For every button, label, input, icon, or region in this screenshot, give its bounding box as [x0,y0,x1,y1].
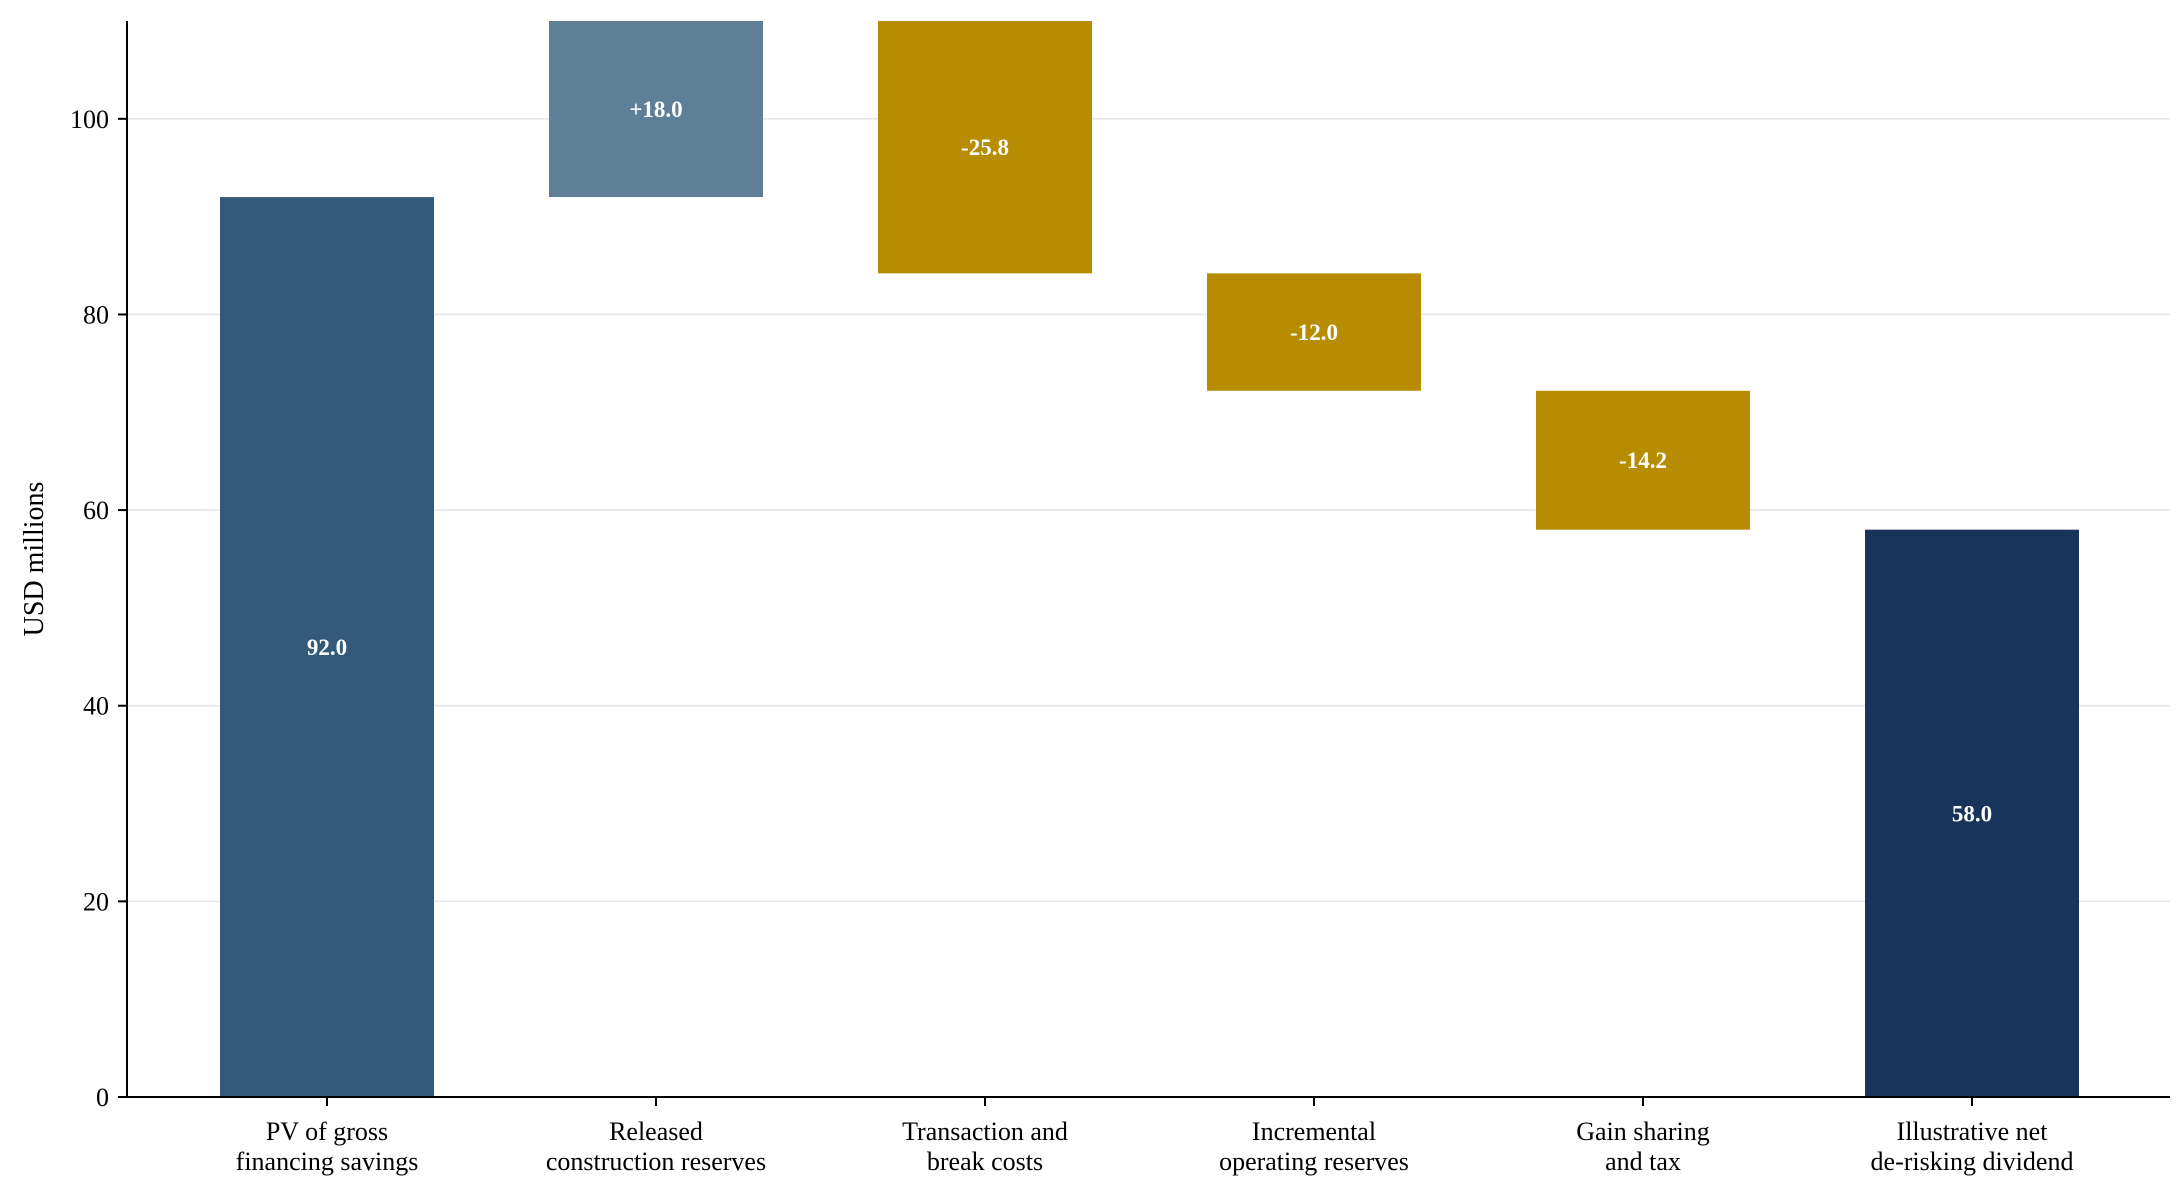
y-tick-label: 100 [70,105,109,134]
bar [220,197,434,1097]
bar [1865,529,2079,1097]
y-tick-label: 40 [83,692,109,721]
bar-value-label: -14.2 [1619,448,1667,473]
bar [1536,390,1750,530]
bar-value-label: +18.0 [629,97,682,122]
labels: 92.0 +18.0 -25.8 -12.0 -14.2 58.0 0 20 40 60 80 100… [70,97,2073,1176]
y-tick-label: 80 [83,300,109,329]
x-tick-label: Illustrative net [1897,1117,2049,1146]
bar-value-label: 58.0 [1952,801,1992,826]
bar-value-label: -25.8 [961,135,1009,160]
x-tick-label: financing savings [236,1147,419,1176]
x-tick-label: Gain sharing [1576,1117,1710,1146]
x-tick-label: Released [609,1117,703,1146]
x-tick-label: Transaction and [902,1117,1068,1146]
x-tick-label: PV of gross [266,1117,388,1146]
bar-value-label: -12.0 [1290,320,1338,345]
bar-value-label: 92.0 [307,635,347,660]
bar [878,21,1092,274]
x-tick-label: Incremental [1252,1117,1376,1146]
x-tick-label: operating reserves [1219,1147,1409,1176]
x-tick-label: and tax [1605,1147,1681,1176]
bar [1207,273,1421,391]
y-tick-label: 60 [83,496,109,525]
x-tick-label: construction reserves [546,1147,766,1176]
bars [220,21,2079,1097]
gridlines [127,118,2170,903]
y-tick-label: 20 [83,887,109,916]
bar [549,21,763,198]
x-tick-label: break costs [927,1147,1043,1176]
y-tick-label: 0 [96,1083,109,1112]
axes [118,21,2170,1106]
x-tick-label: de-risking dividend [1871,1147,2074,1176]
y-axis-title: USD millions [19,482,50,637]
